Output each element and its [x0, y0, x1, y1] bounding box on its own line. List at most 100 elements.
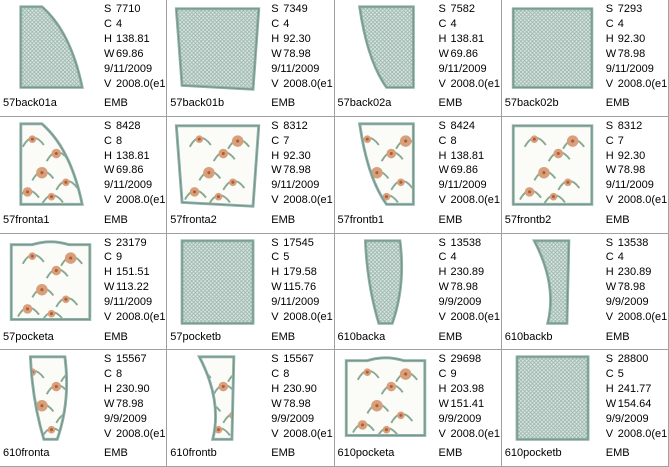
design-thumbnail-svg	[357, 5, 415, 89]
stitch-count: S 13538	[605, 236, 649, 249]
design-thumbnail-svg	[515, 355, 590, 441]
height-value: H 230.89	[438, 266, 485, 279]
design-preview[interactable]	[3, 353, 100, 445]
version-value: V 2008.0(e1	[104, 194, 166, 207]
height-value: H 241.77	[605, 383, 652, 396]
design-preview[interactable]	[170, 237, 267, 329]
stitch-count: S 13538	[438, 236, 482, 249]
design-preview[interactable]	[505, 353, 602, 445]
height-value: H 92.30	[605, 32, 646, 45]
design-filename: 57back01b	[170, 97, 225, 109]
width-value: W 69.86	[438, 47, 479, 60]
design-preview[interactable]	[170, 3, 267, 95]
width-value: W 78.98	[104, 397, 144, 410]
stitch-count: S 23179	[104, 236, 147, 249]
design-preview[interactable]	[505, 120, 602, 212]
date-value: 9/9/2009	[438, 296, 482, 309]
design-preview[interactable]	[170, 353, 267, 445]
width-value: W 78.98	[271, 397, 311, 410]
design-preview[interactable]	[338, 3, 435, 95]
date-value: 9/9/2009	[605, 296, 649, 309]
height-value: H 230.89	[605, 266, 652, 279]
design-filename: 610fronta	[3, 447, 50, 460]
design-preview[interactable]	[338, 237, 435, 329]
date-value: 9/11/2009	[104, 179, 153, 192]
design-thumbnail-svg	[175, 7, 261, 91]
design-preview[interactable]	[3, 237, 100, 329]
design-filename: 57back01a	[3, 97, 57, 109]
date-value: 9/11/2009	[605, 62, 654, 75]
design-thumbnail-svg	[19, 5, 84, 89]
design-thumbnail-svg	[9, 239, 92, 321]
design-preview[interactable]	[338, 353, 435, 445]
version-value: V 2008.0(e1	[104, 77, 166, 90]
date-value: 9/11/2009	[104, 62, 153, 75]
design-filename: 610backb	[504, 330, 553, 343]
date-value: 9/11/2009	[104, 296, 153, 309]
design-thumbnail-svg	[357, 122, 415, 206]
version-value: V 2008.0(e1	[271, 77, 333, 90]
design-preview[interactable]	[3, 3, 100, 95]
design-filename: 610pocketa	[337, 447, 395, 460]
file-format: EMB	[438, 447, 463, 460]
design-filename: 57fronta2	[170, 213, 217, 226]
design-preview[interactable]	[3, 120, 100, 212]
design-filename: 57pocketb	[170, 330, 222, 343]
design-filename: 610frontb	[170, 447, 217, 460]
design-preview[interactable]	[505, 3, 602, 95]
design-filename: 610backa	[337, 330, 386, 343]
file-format: EMB	[271, 213, 296, 226]
design-preview[interactable]	[338, 120, 435, 212]
design-filename: 610pocketb	[504, 447, 562, 460]
stitch-count: S 8312	[271, 119, 308, 132]
stitch-count: S 15567	[271, 353, 314, 366]
height-value: H 230.90	[271, 383, 317, 396]
design-preview[interactable]	[170, 120, 267, 212]
file-format: EMB	[438, 330, 463, 343]
width-value: W 78.98	[605, 164, 646, 177]
file-format: EMB	[104, 213, 128, 226]
design-thumbnail-svg	[363, 238, 403, 325]
version-value: V 2008.0(e1	[271, 311, 333, 324]
height-value: H 230.90	[104, 383, 150, 396]
design-preview[interactable]	[505, 237, 602, 329]
stitch-count: S 7293	[605, 3, 643, 15]
file-format: EMB	[438, 213, 463, 226]
height-value: H 92.30	[271, 149, 311, 162]
design-thumbnail-svg	[175, 124, 261, 208]
width-value: W 78.98	[271, 164, 311, 177]
stitch-count: S 7582	[438, 3, 475, 15]
